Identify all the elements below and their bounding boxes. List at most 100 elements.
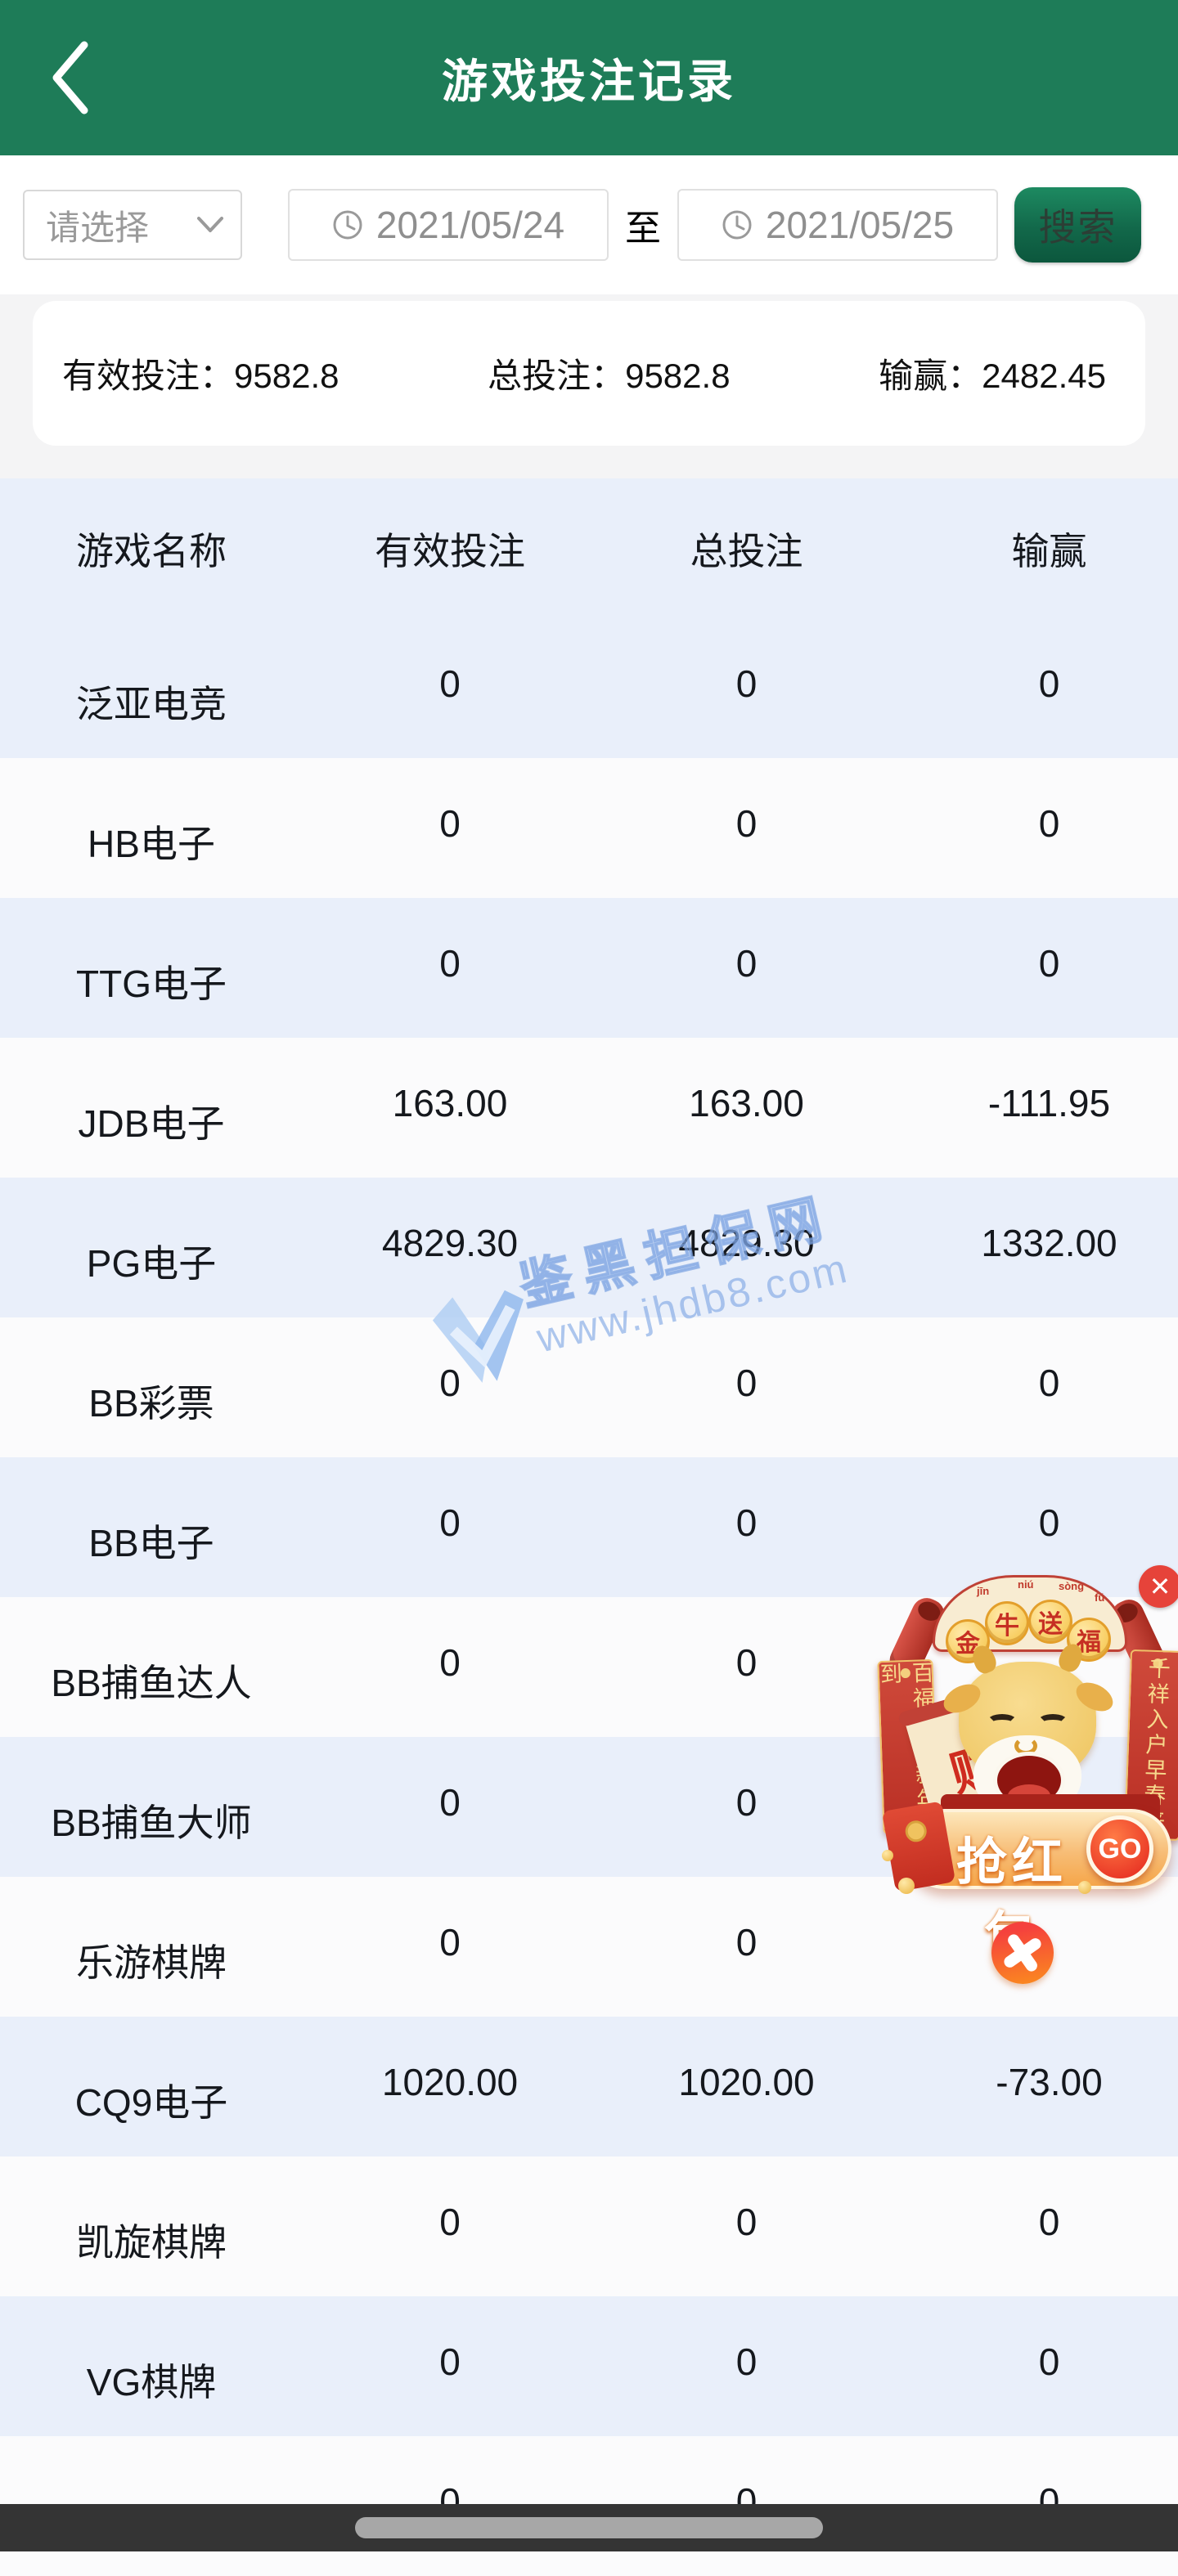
summary-win-loss-value: 2482.45 [982, 357, 1106, 395]
bet-records-table: 游戏名称 有效投注 总投注 输赢 泛亚电竞 0 0 0 HB电子 0 0 0 TTG电子 0 0 0 J… [0, 478, 1178, 2576]
game-name-cell: 泛亚电竞 [76, 682, 227, 725]
gold-coin-dot [1078, 1881, 1091, 1894]
table-row: VG棋牌 0 0 0 [0, 2296, 1178, 2436]
valid-bet-cell: 1020.00 [381, 2060, 519, 2103]
summary-total-bet: 总投注：9582.8 [488, 348, 730, 398]
column-header-valid-bet: 有效投注 [375, 529, 525, 572]
summary-card: 有效投注：9582.8 总投注：9582.8 输赢：2482.45 [33, 301, 1145, 446]
total-bet-cell: 1020.00 [678, 2060, 815, 2103]
gold-coin-icon: 牛 [985, 1601, 1029, 1645]
ox-eye [987, 1714, 1018, 1730]
game-name-cell: 凯旋棋牌 [76, 2220, 227, 2264]
pinyin-label: sòng [1059, 1580, 1085, 1592]
win-loss-cell: -73.00 [996, 2060, 1103, 2103]
summary-section: 有效投注：9582.8 总投注：9582.8 输赢：2482.45 [0, 294, 1178, 478]
table-body: 泛亚电竞 0 0 0 HB电子 0 0 0 TTG电子 0 0 0 JDB电子 163.00 163.00 -… [0, 618, 1178, 2576]
valid-bet-cell: 0 [439, 941, 461, 985]
home-indicator[interactable] [355, 2517, 823, 2538]
summary-valid-bet-label: 有效投注： [62, 357, 235, 395]
summary-win-loss-label: 输赢： [879, 357, 982, 395]
total-bet-cell: 0 [735, 1361, 758, 1404]
table-row: 泛亚电竞 0 0 0 [0, 618, 1178, 758]
valid-bet-cell: 0 [439, 2340, 461, 2383]
total-bet-cell: 163.00 [689, 1081, 804, 1124]
go-button[interactable]: GO [1086, 1815, 1153, 1883]
win-loss-cell: 0 [1038, 941, 1060, 985]
gold-coin-dot [882, 1850, 893, 1861]
table-row: BB电子 0 0 0 [0, 1457, 1178, 1597]
game-name-cell: HB电子 [88, 822, 215, 865]
pinyin-label: fú [1095, 1591, 1105, 1604]
pinyin-label: niú [1018, 1578, 1034, 1591]
valid-bet-cell: 0 [439, 662, 461, 705]
total-bet-cell: 0 [735, 1501, 758, 1544]
game-name-cell: VG棋牌 [86, 2360, 217, 2403]
gold-coin-icon: 金 [946, 1619, 990, 1663]
valid-bet-cell: 0 [439, 1361, 461, 1404]
total-bet-cell: 4829.30 [678, 1221, 815, 1264]
table-row: PG电子 4829.30 4829.30 1332.00 [0, 1178, 1178, 1317]
win-loss-cell: -111.95 [987, 1081, 1111, 1124]
valid-bet-cell: 0 [439, 1920, 461, 1963]
app-header: 游戏投注记录 [0, 0, 1178, 155]
table-row: HB电子 0 0 0 [0, 758, 1178, 898]
table-row: 乐游棋牌 0 0 [0, 1877, 1178, 2017]
chevron-down-icon [197, 217, 223, 232]
promo-ad-popup[interactable]: 金 牛 送 福 jīn niú sòng fú 百福临门新年到 千祥入户早春来 … [876, 1564, 1178, 1964]
table-row: TTG电子 0 0 0 [0, 898, 1178, 1038]
total-bet-cell: 0 [735, 662, 758, 705]
game-name-cell: BB捕鱼达人 [51, 1661, 252, 1704]
gold-coin-dot [898, 1878, 915, 1894]
date-to-input[interactable]: 2021/05/25 [677, 189, 998, 261]
win-loss-cell: 0 [1038, 801, 1060, 845]
game-name-cell: BB彩票 [88, 1381, 214, 1425]
total-bet-cell: 0 [735, 941, 758, 985]
valid-bet-cell: 0 [439, 1501, 461, 1544]
total-bet-cell: 0 [735, 1920, 758, 1963]
game-name-cell: JDB电子 [78, 1102, 225, 1145]
search-button[interactable]: 搜索 [1014, 187, 1141, 263]
total-bet-cell: 0 [735, 2340, 758, 2383]
game-name-cell: TTG电子 [76, 962, 227, 1005]
win-loss-cell: 1332.00 [981, 1221, 1117, 1264]
date-from-input[interactable]: 2021/05/24 [288, 189, 609, 261]
table-row: BB彩票 0 0 0 [0, 1317, 1178, 1457]
table-header-row: 游戏名称 有效投注 总投注 输赢 [0, 478, 1178, 618]
total-bet-cell: 0 [735, 2200, 758, 2243]
table-row: JDB电子 163.00 163.00 -111.95 [0, 1038, 1178, 1178]
valid-bet-cell: 0 [439, 2200, 461, 2243]
chevron-left-icon [52, 41, 88, 114]
filter-bar: 请选择 2021/05/24 至 2021/05/25 搜索 [0, 155, 1178, 294]
total-bet-cell: 0 [735, 801, 758, 845]
table-row: CQ9电子 1020.00 1020.00 -73.00 [0, 2017, 1178, 2156]
date-to-value: 2021/05/25 [765, 204, 955, 246]
summary-valid-bet: 有效投注：9582.8 [62, 348, 339, 398]
ox-eye [1037, 1714, 1068, 1730]
game-name-cell: BB电子 [88, 1521, 214, 1564]
ad-close-button[interactable]: ✕ [1139, 1565, 1178, 1608]
clock-icon [722, 210, 752, 240]
win-loss-cell: 0 [1038, 2340, 1060, 2383]
game-select[interactable]: 请选择 [23, 190, 242, 260]
win-loss-cell: 0 [1038, 1361, 1060, 1404]
valid-bet-cell: 0 [439, 1780, 461, 1824]
summary-total-bet-label: 总投注： [488, 357, 626, 395]
game-name-cell: 乐游棋牌 [76, 1941, 227, 1984]
system-navigation-bar [0, 2504, 1178, 2551]
back-button[interactable] [33, 29, 106, 126]
valid-bet-cell: 4829.30 [381, 1221, 519, 1264]
valid-bet-cell: 0 [439, 801, 461, 845]
game-name-cell: BB捕鱼大师 [51, 1801, 252, 1844]
game-name-cell: PG电子 [86, 1241, 217, 1285]
win-loss-cell: 0 [1038, 662, 1060, 705]
summary-total-bet-value: 9582.8 [625, 357, 731, 395]
game-name-cell: CQ9电子 [74, 2080, 228, 2124]
gold-coin-icon: 送 [1028, 1600, 1072, 1644]
summary-valid-bet-value: 9582.8 [234, 357, 339, 395]
valid-bet-cell: 0 [439, 1640, 461, 1684]
total-bet-cell: 0 [735, 1640, 758, 1684]
column-header-game-name: 游戏名称 [76, 529, 227, 572]
summary-win-loss: 输赢：2482.45 [879, 348, 1106, 398]
game-select-placeholder: 请选择 [46, 208, 150, 247]
column-header-total-bet: 总投注 [690, 529, 803, 572]
